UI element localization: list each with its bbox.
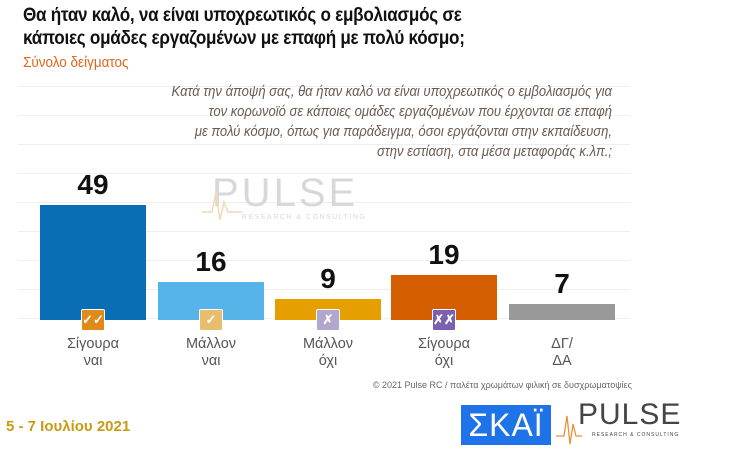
data-label: 16 — [195, 246, 227, 278]
check-icon: ✓ — [199, 309, 223, 331]
pulse-logo-tagline: RESEARCH & CONSULTING — [592, 432, 680, 438]
copyright: © 2021 Pulse RC / παλέτα χρωμάτων φιλική… — [372, 380, 632, 390]
title-line: Θα ήταν καλό, να είναι υποχρεωτικός ο εμ… — [23, 5, 462, 26]
chart-subtitle: Σύνολο δείγματος — [23, 54, 129, 71]
skai-logo: ΣΚΑΪ — [461, 405, 551, 445]
question-line: τον κορωνοϊό σε κάποιες ομάδες εργαζομέν… — [208, 104, 612, 120]
gridline — [18, 173, 630, 174]
chart-title: Θα ήταν καλό, να είναι υποχρεωτικός ο εμ… — [23, 4, 465, 50]
gridline — [18, 260, 630, 261]
question-line: στην εστίαση, στα μέσα μεταφοράς κ.λπ.; — [376, 144, 612, 160]
category-label: Μάλλον όχι — [273, 336, 383, 370]
watermark-brand: PULSE — [212, 171, 359, 215]
pulse-logo-text: PULSE — [578, 398, 682, 431]
category-label: Μάλλον ναι — [156, 336, 266, 370]
category-label-line: ΔΓ/ — [551, 336, 573, 352]
category-label: ΔΓ/ΔΑ — [507, 336, 617, 370]
bar — [509, 303, 615, 320]
pulse-wave-icon — [556, 415, 582, 445]
pulse-watermark: PULSE RESEARCH & CONSULTING — [202, 171, 367, 222]
gridline — [18, 86, 630, 87]
data-label: 7 — [554, 267, 570, 299]
category-label: Σίγουρα όχι — [389, 336, 499, 370]
double-check-icon: ✓✓ — [81, 309, 105, 331]
question-line: με πολύ κόσμο, όπως για παράδειγμα, όσοι… — [194, 124, 612, 140]
watermark-tagline: RESEARCH & CONSULTING — [242, 214, 367, 221]
data-label: 9 — [320, 262, 336, 294]
category-label-line: όχι — [434, 353, 454, 369]
question-line: Κατά την άποψή σας, θα ήταν καλό να είνα… — [171, 84, 613, 100]
category-label: Σίγουρα ναι — [38, 336, 148, 370]
data-label: 49 — [77, 169, 109, 200]
category-label-line: ναι — [83, 353, 103, 369]
title-line: κάποιες ομάδες εργαζομένων με επαφή με π… — [23, 28, 465, 49]
data-label: 19 — [428, 239, 460, 271]
category-label-line: όχι — [318, 353, 338, 369]
double-cross-icon: ✗✗ — [432, 309, 456, 331]
gridline — [18, 144, 630, 145]
category-label-line: ΔΑ — [552, 353, 572, 369]
cross-icon: ✗ — [316, 309, 340, 331]
survey-date: 5 - 7 Ιουλίου 2021 — [6, 418, 131, 435]
gridline — [18, 202, 630, 203]
gridline — [18, 115, 630, 116]
gridline — [18, 231, 630, 232]
bar — [40, 205, 146, 320]
category-label-line: Μάλλον — [185, 336, 237, 352]
pulse-logo: PULSE RESEARCH & CONSULTING — [578, 400, 681, 439]
question-text: Κατά την άποψή σας, θα ήταν καλό να είνα… — [144, 82, 612, 162]
pulse-wave-icon — [202, 191, 242, 221]
category-label-line: Σίγουρα — [66, 336, 120, 352]
category-label-line: ναι — [201, 353, 221, 369]
gridline — [18, 289, 630, 290]
category-label-line: Μάλλον — [302, 336, 354, 352]
category-label-line: Σίγουρα — [417, 336, 471, 352]
